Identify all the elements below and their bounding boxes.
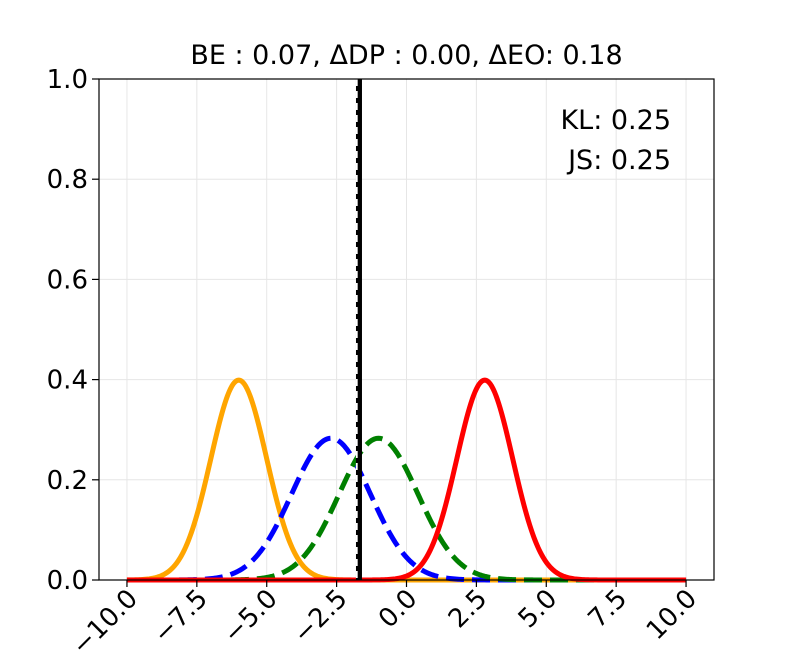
x-tick-label: 7.5	[583, 584, 633, 634]
y-tick-label: 0.4	[47, 366, 88, 396]
kl-annotation: KL: 0.25	[560, 105, 671, 136]
threshold-line	[355, 79, 362, 580]
y-tick-label: 0.2	[47, 466, 88, 496]
x-tick-label: 2.5	[443, 584, 493, 634]
x-tick-label: −7.5	[148, 584, 214, 650]
x-tick-label: −5.0	[218, 584, 284, 650]
y-tick-label: 1.0	[47, 65, 88, 95]
y-tick-label: 0.8	[47, 165, 88, 195]
x-tick-label: 10.0	[641, 584, 703, 646]
js-annotation: JS: 0.25	[566, 145, 671, 176]
chart-title: BE : 0.07, ΔDP : 0.00, ΔEO: 0.18	[190, 40, 622, 71]
y-tick-label: 0.6	[47, 265, 88, 295]
x-tick-label: −2.5	[288, 584, 354, 650]
x-tick-label: 0.0	[373, 584, 423, 634]
y-tick-label: 0.0	[47, 566, 88, 596]
x-tick-label: 5.0	[513, 584, 563, 634]
grid-lines	[99, 78, 714, 581]
